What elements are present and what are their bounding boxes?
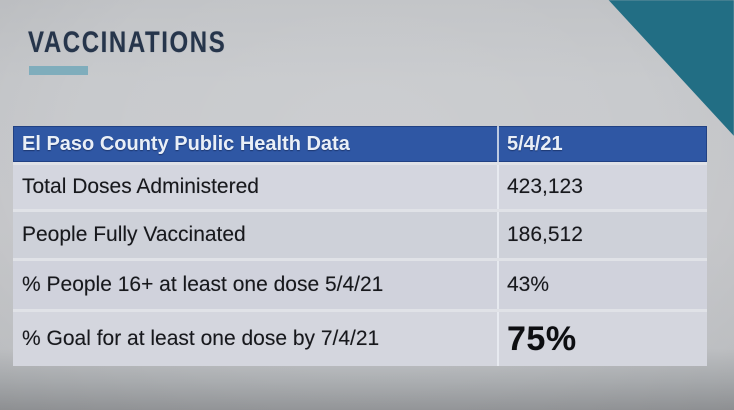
row-separator (13, 209, 707, 212)
row-separator (13, 162, 707, 165)
row-value: 43% (497, 261, 707, 309)
row-value: 423,123 (497, 165, 707, 209)
table-header-label: El Paso County Public Health Data (22, 132, 350, 155)
corner-accent-triangle (608, 0, 734, 136)
row-label: % Goal for at least one dose by 7/4/21 (22, 327, 380, 350)
row-label: % People 16+ at least one dose 5/4/21 (22, 273, 384, 296)
row-value: 186,512 (497, 212, 707, 258)
table-header-date: 5/4/21 (497, 126, 707, 162)
table-row: % Goal for at least one dose by 7/4/21 7… (13, 312, 707, 366)
row-label: People Fully Vaccinated (22, 223, 246, 246)
row-separator (13, 309, 707, 312)
slide-title: VACCINATIONS (28, 26, 227, 59)
row-value-goal: 75% (497, 312, 707, 366)
health-data-table: El Paso County Public Health Data 5/4/21… (13, 126, 707, 366)
table-row: % People 16+ at least one dose 5/4/21 43… (13, 261, 707, 309)
table-header-row: El Paso County Public Health Data 5/4/21 (13, 126, 707, 162)
table-row: People Fully Vaccinated 186,512 (13, 212, 707, 258)
title-accent-bar (29, 66, 88, 75)
row-separator (13, 258, 707, 261)
row-label: Total Doses Administered (22, 175, 259, 198)
table-row: Total Doses Administered 423,123 (13, 165, 707, 209)
